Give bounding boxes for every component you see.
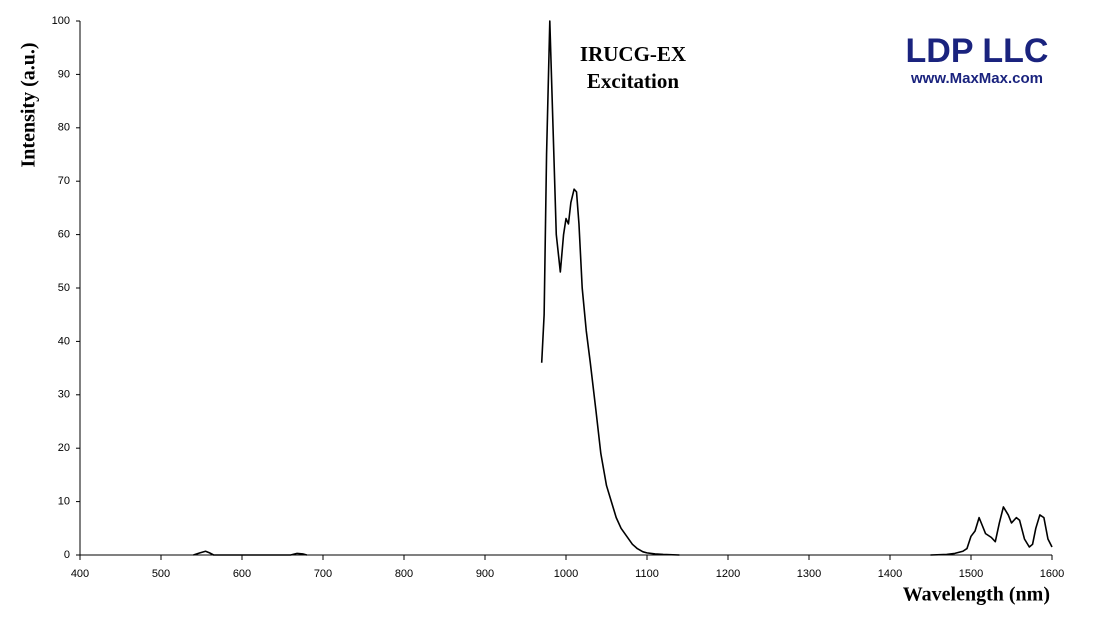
x-tick-label: 800 [395,568,413,580]
y-tick-label: 20 [58,442,70,454]
x-tick-label: 1600 [1040,568,1064,580]
y-tick-label: 60 [58,229,70,241]
y-tick-label: 30 [58,389,70,401]
x-tick-label: 1300 [797,568,821,580]
y-tick-label: 40 [58,335,70,347]
x-tick-label: 500 [152,568,170,580]
x-tick-label: 900 [476,568,494,580]
x-tick-label: 700 [314,568,332,580]
chart-title: IRUCG-EX [580,42,686,66]
chart-subtitle: Excitation [587,69,679,93]
x-tick-label: 1000 [554,568,578,580]
x-tick-label: 1100 [635,568,659,580]
x-axis-label: Wavelength (nm) [903,584,1050,606]
y-tick-label: 50 [58,282,70,294]
y-tick-label: 70 [58,175,70,187]
x-tick-label: 400 [71,568,89,580]
x-tick-label: 1500 [959,568,983,580]
logo-url: www.MaxMax.com [910,70,1043,87]
x-tick-label: 600 [233,568,251,580]
y-tick-label: 80 [58,122,70,134]
x-tick-label: 1200 [716,568,740,580]
data-line [193,20,1053,556]
y-tick-label: 100 [52,15,70,27]
y-tick-label: 90 [58,68,70,80]
y-tick-label: 0 [64,549,70,561]
y-axis-label: Intensity (a.u.) [18,42,40,167]
x-tick-label: 1400 [878,568,902,580]
y-tick-label: 10 [58,496,70,508]
logo: LDP LLC [906,32,1049,70]
